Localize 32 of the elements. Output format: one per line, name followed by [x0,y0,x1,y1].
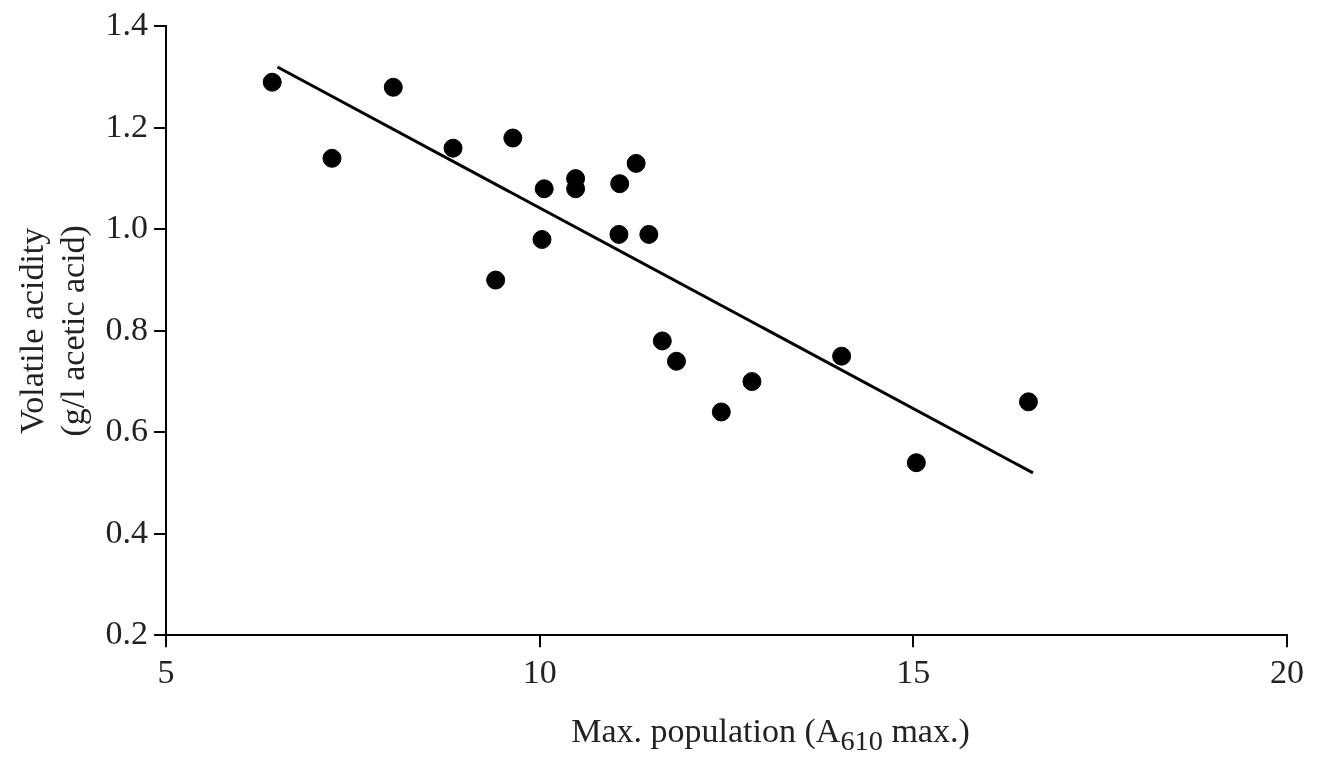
x-axis-title: Max. population (A$_{610}$ max.) [570,712,971,757]
point [711,402,731,422]
point [652,331,672,351]
y-tick-label: 0.4 [105,512,149,550]
point [742,372,762,392]
y-axis-title: Volatile acidity (g/l acetic acid) [13,225,93,437]
y-tick-label: 1.2 [105,106,149,144]
point [322,148,342,168]
point [906,453,926,473]
y-tick-label: 1.4 [105,5,149,43]
point [1018,392,1038,412]
point [262,72,282,92]
point [503,128,523,148]
point [486,270,506,290]
y-tick-label: 0.2 [105,614,149,652]
point [832,346,852,366]
x-tick-label: 10 [522,652,557,690]
point [610,174,630,194]
point [666,351,686,371]
y-tick-label: 1.0 [105,208,149,246]
x-tick-label: 20 [1270,652,1304,690]
point [532,229,552,249]
point [534,179,554,199]
point [383,77,403,97]
point [639,224,659,244]
point [626,153,646,173]
y-tick-label: 0.8 [105,309,149,347]
point [443,138,463,158]
x-tick-label: 15 [896,652,931,690]
y-tick-label: 0.6 [105,411,149,449]
point [609,224,629,244]
x-tick-label: 5 [157,652,175,690]
